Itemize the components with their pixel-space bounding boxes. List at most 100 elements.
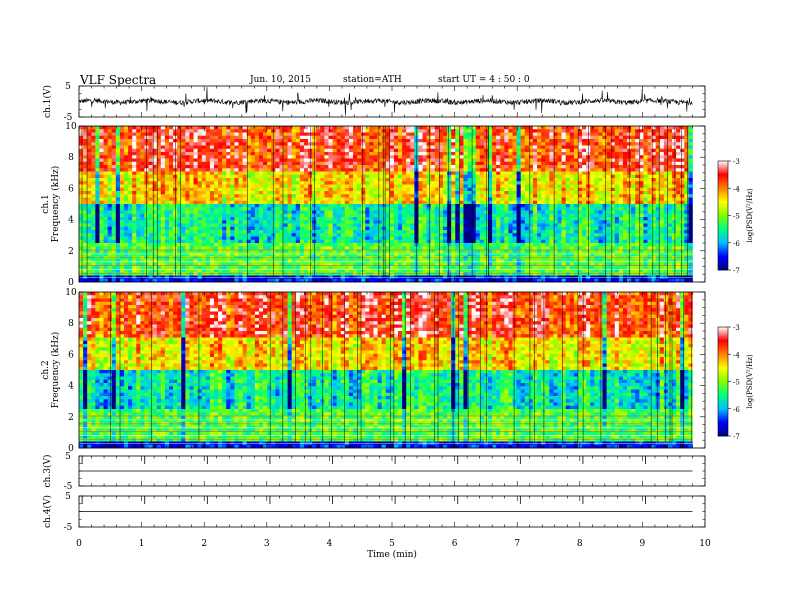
ch1-spectrogram-cell [659, 165, 665, 169]
ch1-spectrogram-cell [451, 165, 456, 169]
ch1-spectrogram-cell [537, 145, 542, 150]
ch1-spectrogram-cell [295, 181, 301, 185]
ch1-spectrogram-cell [136, 187, 141, 192]
ch1-spectrogram-cell [688, 155, 693, 159]
ch1-spectrogram-cell [295, 213, 301, 218]
ch1-spectrogram-cell [434, 174, 440, 179]
ch1-spectrogram-cell [667, 152, 673, 156]
ch1-spectrogram-cell [577, 184, 583, 189]
ch1-spectrogram-cell [177, 187, 182, 192]
ch1-spectrogram-cell [410, 165, 415, 169]
ch1-spectrogram-cell [430, 223, 436, 228]
ch1-spectrogram-cell [532, 226, 538, 231]
ch1-spectrogram-cell [119, 152, 125, 156]
ch1-spectrogram-cell [594, 210, 599, 215]
ch1-spectrogram-cell [95, 145, 100, 150]
ch1-spectrogram-cell [598, 174, 603, 179]
ch1-spectrogram-cell [173, 226, 178, 231]
ch1-spectrogram-cell [598, 197, 603, 202]
ch1-spectrogram-cell [324, 217, 329, 221]
ch1-spectrogram-cell [557, 197, 562, 202]
ch1-spectrogram-cell [622, 217, 628, 221]
ch1-spectrogram-cell [590, 187, 595, 192]
ch1-spectrogram-cell [496, 165, 501, 169]
ch1-spectrogram-cell [119, 129, 125, 133]
ch1-spectrogram-cell [308, 226, 313, 231]
ch1-spectrogram-cell [234, 191, 239, 195]
ch1-spectrogram-cell [561, 207, 566, 211]
ch1-spectrogram-cell [299, 181, 305, 185]
ch1-spectrogram-cell [398, 210, 403, 215]
ch1-spectrogram-cell [512, 178, 517, 182]
ch1-spectrogram-cell [222, 217, 227, 221]
ch1-spectrogram-cell [209, 223, 215, 228]
ch1-spectrogram-cell [610, 171, 616, 176]
ch1-spectrogram-cell [140, 132, 145, 137]
ch1-spectrogram-cell [459, 132, 464, 137]
ch1-spectrogram-cell [91, 174, 96, 179]
ch1-spectrogram-cell [459, 220, 464, 224]
ch1-spectrogram-cell [438, 129, 444, 133]
ch1-spectrogram-cell [508, 165, 513, 169]
ch1-spectrogram-cell [676, 145, 681, 150]
ch1-spectrogram-cell [594, 213, 599, 218]
ch1-spectrogram-cell [459, 191, 464, 195]
ch1-spectrogram-cell [475, 165, 481, 169]
ch1-spectrogram-cell [434, 148, 440, 153]
ch1-spectrogram-cell [324, 171, 329, 176]
ch1-spectrogram-cell [226, 126, 231, 130]
ch1-spectrogram-cell [569, 142, 575, 146]
ch1-spectrogram-cell [291, 181, 297, 185]
ch1-spectrogram-cell [287, 152, 292, 156]
ch1-spectrogram-cell [606, 223, 611, 228]
ch1-spectrogram-cell [87, 194, 92, 198]
ch1-spectrogram-cell [655, 165, 661, 169]
ch1-spectrogram-cell [430, 174, 436, 179]
ch1-spectrogram-cell [336, 171, 342, 176]
ch1-spectrogram-cell [610, 178, 616, 182]
ch1-spectrogram-cell [422, 145, 427, 150]
ch1-spectrogram-cell [193, 223, 198, 228]
ch1-spectrogram-cell [451, 187, 456, 192]
ch1-spectrogram-cell [107, 217, 113, 221]
ch1-spectrogram-cell [577, 129, 583, 133]
ch1-spectrogram-cell [606, 217, 611, 221]
ch1-spectrogram-cell [132, 200, 137, 205]
ch1-spectrogram-cell [508, 126, 513, 130]
ch1-spectrogram-cell [316, 129, 321, 133]
ch1-spectrogram-cell [156, 210, 162, 215]
ch1-spectrogram-cell [209, 220, 215, 224]
ch1-spectrogram-cell [95, 139, 100, 143]
ch1-spectrogram-cell [226, 217, 231, 221]
ch1-spectrogram-cell [185, 194, 190, 198]
ch1-spectrogram-cell [492, 181, 497, 185]
ch1-spectrogram-cell [295, 132, 301, 137]
ch1-spectrogram-cell [639, 148, 644, 153]
ch1-spectrogram-cell [79, 168, 84, 172]
ch1-spectrogram-cell [459, 174, 464, 179]
ch1-spectrogram-cell [520, 142, 526, 146]
ch1-spectrogram-cell [553, 220, 558, 224]
ch1-spectrogram-cell [528, 142, 534, 146]
ch1-spectrogram-cell [185, 223, 190, 228]
ch1-spectrogram-cell [173, 210, 178, 215]
ch1-spectrogram-cell [475, 135, 481, 140]
ch1-spectrogram-cell [549, 200, 554, 205]
ch1-spectrogram-cell [516, 135, 522, 140]
ch1-spectrogram-cell [602, 135, 607, 140]
ch1-spectrogram-cell [483, 200, 489, 205]
ch1-spectrogram-cell [651, 207, 656, 211]
ch1-spectrogram-cell [332, 194, 337, 198]
ch1-spectrogram-cell [353, 168, 358, 172]
ch1-spectrogram-cell [643, 158, 648, 163]
ch1-spectrogram-cell [209, 165, 215, 169]
ch1-spectrogram-cell [667, 181, 673, 185]
ch1-spectrogram-cell [213, 129, 219, 133]
ch1-spectrogram-cell [316, 191, 321, 195]
ch1-spectrogram-cell [406, 184, 411, 189]
ch1-spectrogram-cell [447, 132, 452, 137]
ch1-spectrogram-cell [463, 178, 468, 182]
ch1-spectrogram-cell [258, 168, 264, 172]
ch1-spectrogram-cell [393, 158, 399, 163]
ch1-spectrogram-cell [209, 207, 215, 211]
